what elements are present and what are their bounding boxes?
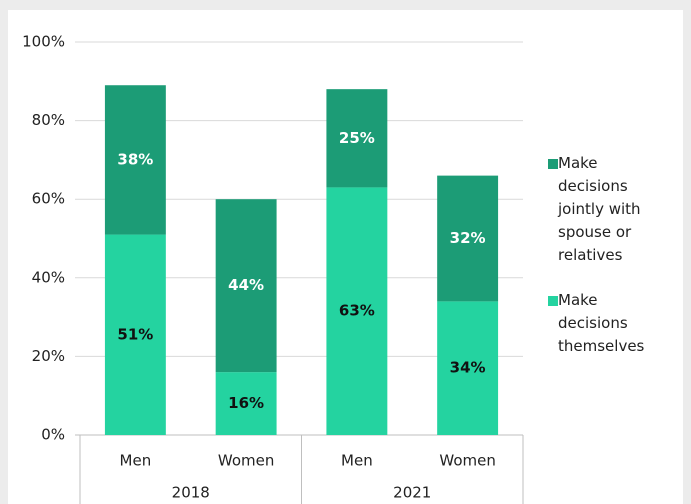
x-tick-label: Women [218,452,274,470]
legend-item: Make decisions jointly with spouse or re… [548,152,668,267]
y-tick-label: 20% [32,347,65,365]
data-label: 25% [339,129,375,147]
legend: Make decisions jointly with spouse or re… [548,152,668,380]
data-label: 44% [228,276,264,294]
data-label: 32% [450,229,486,247]
bar-segment [104,85,166,235]
legend-swatch [548,159,558,169]
x-tick-label: Men [341,452,373,470]
bar-segment [215,372,277,435]
group-label: 2018 [172,484,210,502]
data-label: 16% [228,394,264,412]
y-tick-label: 80% [32,111,65,129]
x-tick-label: Women [439,452,495,470]
y-tick-label: 60% [32,190,65,208]
bar-segment [104,234,166,435]
bar-segment [437,301,499,435]
bar-segment [326,187,388,435]
legend-swatch [548,296,558,306]
data-label: 51% [117,325,153,343]
group-label: 2021 [393,484,431,502]
legend-item: Make decisions themselves [548,289,668,358]
bar-segment [215,199,277,373]
legend-label: Make decisions themselves [558,291,645,355]
y-tick-label: 40% [32,268,65,286]
y-tick-label: 0% [41,426,65,444]
y-tick-label: 100% [22,33,65,51]
data-label: 63% [339,302,375,320]
bar-segment [437,175,499,302]
legend-label: Make decisions jointly with spouse or re… [558,154,641,264]
data-label: 34% [450,359,486,377]
bar-segment [326,89,388,188]
data-label: 38% [117,150,153,168]
x-tick-label: Men [120,452,152,470]
